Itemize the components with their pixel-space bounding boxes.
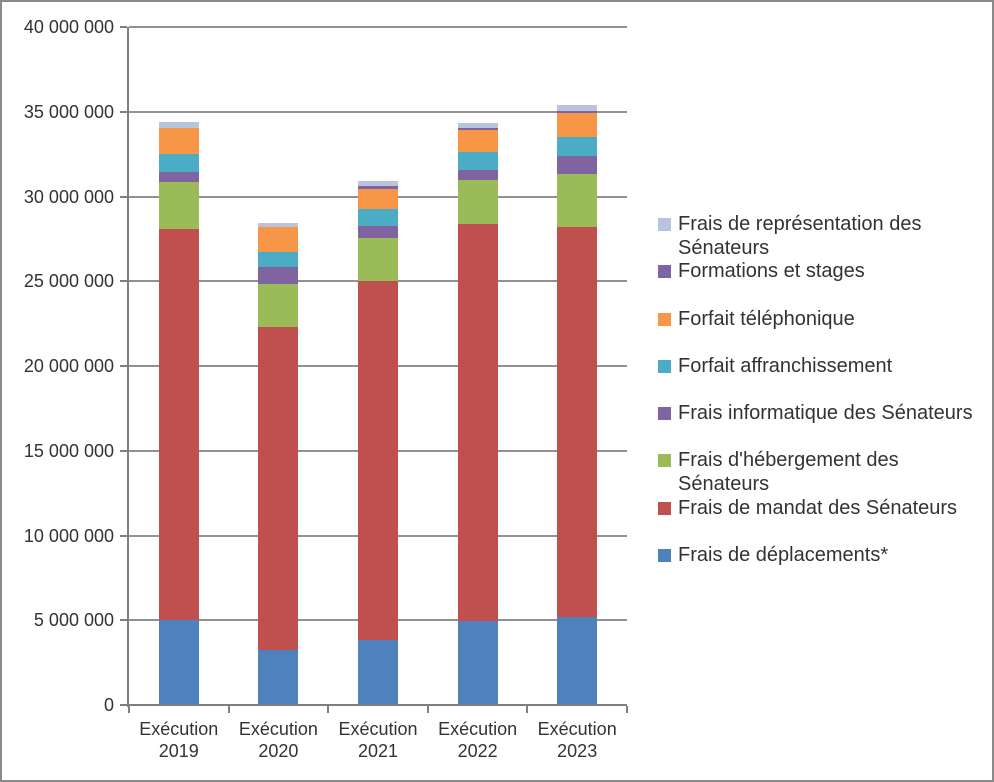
bar-segment xyxy=(557,227,598,617)
bar-segment xyxy=(258,283,299,327)
legend-label: Forfait téléphonique xyxy=(678,307,855,330)
bar-segment xyxy=(358,181,398,187)
bar-segment xyxy=(158,171,199,183)
y-axis-tick xyxy=(120,280,127,283)
legend-item: Frais de déplacements* xyxy=(658,543,888,567)
bar-segment xyxy=(457,129,498,152)
x-category-label: Exécution 2019 xyxy=(139,719,219,761)
bar-segment xyxy=(358,226,398,239)
bar-segment xyxy=(358,639,398,705)
x-category-label: Exécution 2022 xyxy=(438,719,518,761)
legend-item: Frais informatique des Sénateurs xyxy=(658,401,973,425)
legend-label: Frais de déplacements* xyxy=(678,543,889,566)
bar-segment xyxy=(258,227,299,252)
gridline xyxy=(129,26,627,28)
legend-swatch xyxy=(658,454,671,468)
y-tick-label: 10 000 000 xyxy=(23,525,114,546)
bar-segment xyxy=(557,113,598,138)
bar-segment xyxy=(158,121,199,128)
bar-segment xyxy=(457,151,498,171)
bar-segment xyxy=(457,621,498,705)
x-category-label: Exécution 2020 xyxy=(238,719,318,761)
bar-segment xyxy=(457,179,498,225)
bar-segment xyxy=(557,137,598,156)
bar-segment xyxy=(358,209,398,227)
y-tick-label: 25 000 000 xyxy=(23,271,114,292)
y-axis-tick xyxy=(120,26,127,28)
bar-segment xyxy=(557,110,598,114)
bar-segment xyxy=(557,104,598,111)
legend-label: Frais de représentation des Sénateurs xyxy=(678,213,922,259)
bar-segment xyxy=(258,251,299,267)
bar-segment xyxy=(258,222,299,227)
bar-segment xyxy=(158,182,199,229)
bar-segment xyxy=(457,122,498,128)
x-axis-tick xyxy=(526,706,529,713)
bar-segment xyxy=(457,224,498,622)
y-axis-tick xyxy=(120,365,127,367)
bar-segment xyxy=(358,238,398,282)
bar-segment xyxy=(258,327,299,650)
y-tick-label: 40 000 000 xyxy=(23,17,114,37)
x-axis-tick xyxy=(227,706,230,713)
bar-segment xyxy=(258,649,299,705)
legend-swatch xyxy=(658,501,671,515)
y-axis-tick xyxy=(120,704,127,706)
bar-segment xyxy=(457,170,498,180)
y-axis-line xyxy=(127,27,129,707)
legend-item: Formations et stages xyxy=(658,259,865,283)
bar-segment xyxy=(258,266,299,284)
bar-segment xyxy=(158,620,199,705)
legend-item: Frais de représentation des Sénateurs xyxy=(658,212,980,260)
x-category-label: Exécution 2023 xyxy=(537,719,617,761)
legend-label: Frais de mandat des Sénateurs xyxy=(678,496,958,519)
bar-segment xyxy=(158,154,199,172)
x-axis-tick xyxy=(626,706,628,713)
bar-segment xyxy=(557,616,598,705)
legend-item: Forfait affranchissement xyxy=(658,354,892,378)
legend-item: Forfait téléphonique xyxy=(658,307,855,331)
x-axis-tick xyxy=(426,706,429,713)
legend-swatch xyxy=(658,548,671,562)
y-tick-label: 15 000 000 xyxy=(23,440,114,461)
x-axis-tick xyxy=(128,706,130,713)
x-category-label: Exécution 2021 xyxy=(338,719,418,761)
bar-segment xyxy=(457,127,498,130)
y-axis-tick xyxy=(120,534,127,537)
legend-label: Frais d'hébergement des Sénateurs xyxy=(678,449,899,496)
legend-label: Forfait affranchissement xyxy=(678,354,893,377)
y-tick-label: 35 000 000 xyxy=(23,101,114,122)
y-axis-tick xyxy=(120,449,127,452)
y-axis-tick xyxy=(120,110,127,113)
x-axis-line xyxy=(127,704,627,706)
bar-segment xyxy=(557,173,598,227)
legend-swatch xyxy=(658,265,671,279)
x-axis-tick xyxy=(327,706,330,713)
bar-segment xyxy=(358,281,398,640)
legend-swatch xyxy=(658,218,671,231)
legend-label: Frais informatique des Sénateurs xyxy=(678,402,973,424)
y-tick-label: 30 000 000 xyxy=(23,186,114,207)
legend-swatch xyxy=(658,312,671,326)
gridline xyxy=(129,110,627,113)
legend-swatch xyxy=(658,359,671,373)
bar-segment xyxy=(158,228,199,621)
bar-segment xyxy=(358,186,398,189)
y-tick-label: 5 000 000 xyxy=(33,610,114,631)
legend-item: Frais d'hébergement des Sénateurs xyxy=(658,448,980,496)
legend-swatch xyxy=(658,407,671,420)
y-axis-tick xyxy=(120,619,127,622)
legend-label: Formations et stages xyxy=(678,260,865,283)
bar-segment xyxy=(557,155,598,174)
y-axis-tick xyxy=(120,195,127,198)
bar-segment xyxy=(358,188,398,210)
bar-segment xyxy=(158,127,199,155)
legend-item: Frais de mandat des Sénateurs xyxy=(658,496,957,520)
y-tick-label: 0 xyxy=(103,695,114,715)
y-tick-label: 20 000 000 xyxy=(23,356,114,376)
